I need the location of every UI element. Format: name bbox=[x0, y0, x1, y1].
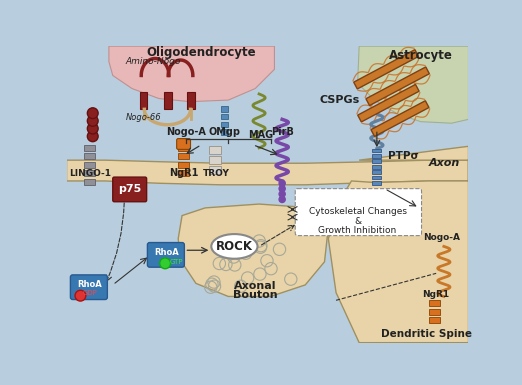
Text: Nogo-66: Nogo-66 bbox=[126, 112, 161, 122]
Bar bbox=[178, 170, 189, 176]
Text: Amino-Nogo: Amino-Nogo bbox=[125, 57, 181, 66]
FancyBboxPatch shape bbox=[295, 189, 422, 236]
Circle shape bbox=[279, 191, 285, 197]
Polygon shape bbox=[328, 146, 468, 343]
Text: Growth Inhibition: Growth Inhibition bbox=[318, 226, 397, 236]
Polygon shape bbox=[371, 101, 429, 136]
Bar bbox=[372, 170, 382, 174]
Circle shape bbox=[279, 180, 285, 186]
Text: CSPGs: CSPGs bbox=[320, 95, 360, 105]
Text: Bouton: Bouton bbox=[233, 290, 278, 300]
Text: OMgp: OMgp bbox=[208, 127, 241, 137]
Bar bbox=[372, 176, 382, 179]
Circle shape bbox=[279, 186, 285, 192]
Circle shape bbox=[279, 196, 285, 203]
Circle shape bbox=[87, 116, 98, 126]
Bar bbox=[209, 146, 221, 154]
Text: &: & bbox=[354, 217, 361, 226]
Bar bbox=[372, 165, 382, 169]
Text: Nogo-A: Nogo-A bbox=[166, 127, 206, 137]
FancyBboxPatch shape bbox=[176, 139, 191, 149]
Bar bbox=[221, 114, 228, 119]
Text: NgR1: NgR1 bbox=[169, 168, 198, 178]
Bar bbox=[84, 179, 95, 185]
Bar bbox=[221, 106, 228, 112]
Bar bbox=[429, 309, 440, 315]
Bar bbox=[164, 92, 172, 109]
Text: Axon: Axon bbox=[428, 158, 459, 168]
Text: ROCK: ROCK bbox=[216, 240, 253, 253]
Text: GDP: GDP bbox=[82, 290, 97, 296]
FancyBboxPatch shape bbox=[70, 275, 108, 300]
Bar bbox=[187, 92, 195, 109]
Bar bbox=[84, 153, 95, 159]
Text: RhoA: RhoA bbox=[77, 280, 102, 290]
Bar bbox=[209, 166, 221, 174]
Bar bbox=[178, 153, 189, 159]
Bar bbox=[372, 159, 382, 163]
Text: NgR1: NgR1 bbox=[423, 290, 450, 299]
Bar bbox=[429, 317, 440, 323]
Polygon shape bbox=[366, 67, 430, 105]
Text: Oligodendrocyte: Oligodendrocyte bbox=[147, 46, 256, 59]
Text: PirB: PirB bbox=[271, 127, 293, 137]
Text: Cytoskeletal Changes: Cytoskeletal Changes bbox=[309, 207, 407, 216]
Circle shape bbox=[75, 290, 86, 301]
Bar bbox=[140, 92, 147, 109]
Bar bbox=[178, 162, 189, 168]
Circle shape bbox=[87, 131, 98, 142]
Polygon shape bbox=[178, 204, 328, 296]
Text: LINGO-1: LINGO-1 bbox=[69, 169, 111, 178]
Text: MAG: MAG bbox=[248, 130, 273, 140]
Circle shape bbox=[87, 123, 98, 134]
Bar bbox=[372, 181, 382, 185]
Text: RhoA: RhoA bbox=[155, 248, 179, 257]
Text: GTP: GTP bbox=[169, 259, 183, 265]
Bar bbox=[84, 170, 95, 176]
FancyBboxPatch shape bbox=[113, 177, 147, 202]
Bar bbox=[178, 145, 189, 151]
FancyBboxPatch shape bbox=[147, 243, 184, 267]
Bar bbox=[221, 129, 228, 135]
Polygon shape bbox=[354, 50, 419, 89]
Circle shape bbox=[160, 258, 171, 269]
Text: Dendritic Spine: Dendritic Spine bbox=[382, 329, 472, 339]
Bar bbox=[372, 149, 382, 152]
Text: Axonal: Axonal bbox=[234, 281, 277, 291]
Polygon shape bbox=[358, 46, 468, 123]
Ellipse shape bbox=[211, 234, 257, 259]
Text: TROY: TROY bbox=[203, 169, 230, 178]
Polygon shape bbox=[358, 84, 419, 122]
Polygon shape bbox=[67, 160, 468, 185]
Circle shape bbox=[87, 108, 98, 119]
Text: PTPσ: PTPσ bbox=[388, 151, 419, 161]
Bar bbox=[372, 154, 382, 158]
Text: p75: p75 bbox=[118, 184, 141, 194]
Polygon shape bbox=[109, 46, 275, 102]
Text: Nogo-A: Nogo-A bbox=[423, 233, 460, 242]
Bar bbox=[84, 145, 95, 151]
Text: Astrocyte: Astrocyte bbox=[389, 49, 453, 62]
Bar bbox=[221, 122, 228, 127]
Bar bbox=[84, 162, 95, 168]
Bar bbox=[429, 300, 440, 306]
Bar bbox=[209, 156, 221, 164]
